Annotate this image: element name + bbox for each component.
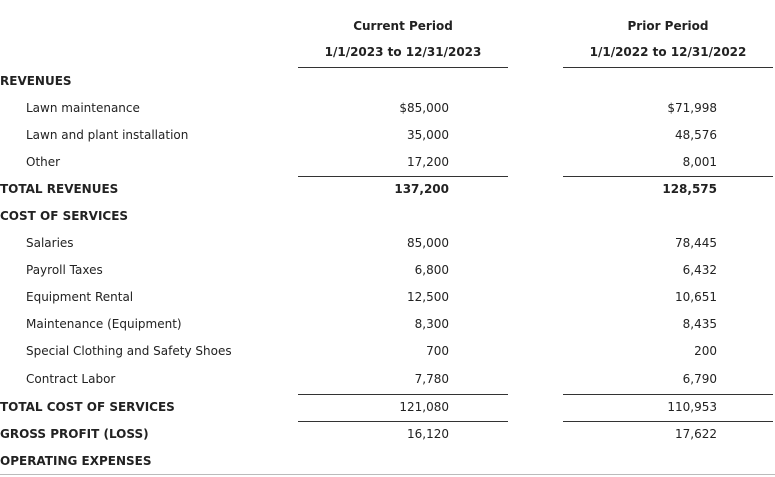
- rule: [298, 394, 508, 395]
- row-label: Other: [26, 155, 61, 169]
- column-title: Current Period: [353, 19, 453, 33]
- current-amount: 35,000: [407, 128, 449, 142]
- current-amount: 121,080: [399, 400, 449, 414]
- prior-amount: 110,953: [667, 400, 717, 414]
- prior-amount: 48,576: [675, 128, 717, 142]
- column-range: 1/1/2023 to 12/31/2023: [324, 45, 482, 59]
- rule: [0, 474, 775, 475]
- current-amount: 7,780: [414, 372, 449, 386]
- current-amount: 85,000: [407, 236, 449, 250]
- current-amount: 12,500: [407, 290, 449, 304]
- row-label: Lawn and plant installation: [26, 128, 189, 142]
- row-label: Salaries: [26, 236, 74, 250]
- current-amount: 137,200: [394, 182, 449, 196]
- rule: [563, 67, 773, 68]
- column-title: Prior Period: [627, 19, 709, 33]
- prior-amount: 200: [694, 344, 717, 358]
- row-label: Special Clothing and Safety Shoes: [26, 344, 232, 358]
- current-amount: 700: [426, 344, 449, 358]
- rule: [298, 421, 508, 422]
- row-label: Contract Labor: [26, 372, 116, 386]
- row-label: COST OF SERVICES: [0, 209, 129, 223]
- row-label: Maintenance (Equipment): [26, 317, 182, 331]
- prior-amount: 17,622: [675, 427, 717, 441]
- row-label: REVENUES: [0, 74, 72, 88]
- row-label: GROSS PROFIT (LOSS): [0, 427, 149, 441]
- rule: [563, 394, 773, 395]
- row-label: Payroll Taxes: [26, 263, 103, 277]
- prior-amount: $71,998: [667, 101, 717, 115]
- prior-amount: 10,651: [675, 290, 717, 304]
- prior-amount: 8,435: [682, 317, 717, 331]
- rule: [298, 176, 508, 177]
- prior-amount: 6,432: [682, 263, 717, 277]
- prior-amount: 8,001: [682, 155, 717, 169]
- row-label: Equipment Rental: [26, 290, 134, 304]
- row-label: OPERATING EXPENSES: [0, 454, 152, 468]
- column-range: 1/1/2022 to 12/31/2022: [589, 45, 747, 59]
- current-amount: 6,800: [414, 263, 449, 277]
- current-amount: 17,200: [407, 155, 449, 169]
- prior-amount: 128,575: [662, 182, 717, 196]
- prior-amount: 78,445: [675, 236, 717, 250]
- prior-amount: 6,790: [682, 372, 717, 386]
- row-label: TOTAL REVENUES: [0, 182, 119, 196]
- rule: [298, 67, 508, 68]
- rule: [563, 176, 773, 177]
- rule: [563, 421, 773, 422]
- current-amount: 16,120: [407, 427, 449, 441]
- row-label: Lawn maintenance: [26, 101, 140, 115]
- current-amount: 8,300: [414, 317, 449, 331]
- current-amount: $85,000: [399, 101, 449, 115]
- row-label: TOTAL COST OF SERVICES: [0, 400, 175, 414]
